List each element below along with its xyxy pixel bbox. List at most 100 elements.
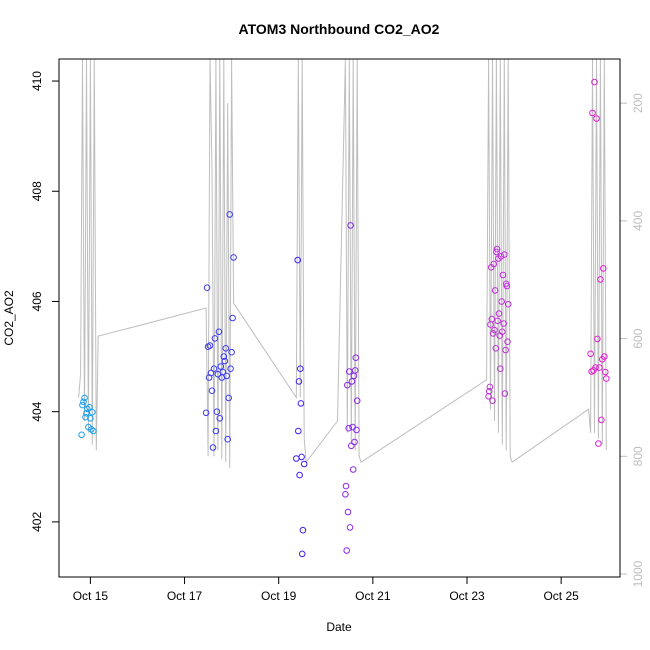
data-point	[203, 284, 211, 292]
data-point	[593, 115, 600, 122]
data-point	[207, 369, 215, 377]
data-point	[489, 397, 496, 405]
y-tick-label: 404	[30, 401, 44, 421]
data-point	[603, 375, 610, 382]
right-tick-label: 200	[631, 93, 645, 113]
data-point	[344, 381, 351, 389]
y-tick-label: 410	[30, 71, 44, 91]
data-point	[497, 365, 504, 373]
data-point	[209, 444, 217, 451]
data-point	[502, 346, 509, 354]
data-point	[348, 442, 355, 450]
data-point	[342, 482, 350, 490]
data-point	[353, 397, 361, 405]
data-point	[300, 460, 308, 468]
data-point	[485, 393, 492, 400]
data-point	[501, 390, 509, 397]
data-point	[297, 365, 304, 373]
data-point	[491, 287, 499, 294]
data-point	[351, 367, 359, 374]
data-point	[351, 438, 358, 446]
data-point	[211, 335, 219, 342]
data-point	[212, 427, 220, 435]
data-point	[213, 408, 221, 416]
plot-box	[58, 58, 621, 578]
data-point	[87, 415, 94, 422]
data-point	[491, 326, 498, 334]
y-tick-label: 408	[30, 181, 44, 201]
y-axis-label: CO2_AO2	[2, 290, 16, 346]
data-point	[490, 260, 498, 268]
data-point	[88, 426, 95, 433]
data-point	[347, 222, 354, 229]
data-point	[78, 431, 85, 439]
x-tick-label: Oct 17	[167, 589, 203, 603]
data-point	[602, 368, 609, 376]
data-point	[499, 271, 507, 279]
data-point	[597, 276, 604, 283]
data-point	[504, 300, 512, 308]
right-tick-label: 1000	[631, 560, 645, 587]
data-point	[298, 453, 305, 461]
x-axis-label: Date	[326, 620, 352, 634]
data-point	[210, 365, 218, 373]
data-point	[79, 401, 86, 409]
data-point	[84, 405, 91, 413]
point-layer	[78, 78, 610, 558]
x-tick-label: Oct 19	[261, 589, 297, 603]
data-point	[348, 378, 356, 385]
data-point	[345, 424, 353, 432]
data-point	[220, 353, 228, 360]
right-tick-label: 600	[631, 328, 645, 348]
data-point	[499, 328, 506, 336]
data-point	[488, 315, 496, 323]
data-point	[80, 398, 87, 406]
data-point	[344, 508, 352, 516]
data-point	[600, 265, 607, 272]
data-point	[596, 364, 603, 371]
line-layer	[78, 58, 607, 469]
y-tick-label: 402	[30, 512, 44, 532]
data-point	[594, 335, 601, 343]
axis-layer: Oct 15 Oct 17 Oct 19 Oct 21 Oct 23 Oct 25 402 4…	[30, 71, 645, 603]
data-point	[221, 357, 229, 365]
data-point	[591, 78, 598, 86]
data-point	[294, 256, 302, 264]
data-point	[89, 408, 96, 416]
data-point	[298, 550, 306, 558]
data-point	[90, 427, 97, 435]
data-point	[601, 353, 608, 360]
data-point	[592, 364, 599, 371]
data-point	[224, 435, 231, 443]
data-point	[493, 248, 500, 256]
data-point	[598, 416, 605, 424]
data-point	[503, 282, 511, 290]
data-point	[81, 394, 88, 402]
data-point	[216, 415, 224, 422]
data-point	[295, 427, 302, 435]
data-point	[489, 330, 497, 337]
data-point	[228, 348, 235, 356]
data-point	[299, 526, 307, 534]
data-point	[296, 471, 303, 479]
right-tick-label: 800	[631, 446, 645, 466]
data-point	[222, 345, 229, 352]
data-point	[352, 354, 360, 362]
data-point	[295, 378, 303, 385]
x-tick-label: Oct 23	[449, 589, 485, 603]
data-point	[589, 109, 596, 117]
data-point	[208, 387, 216, 395]
data-point	[353, 426, 360, 434]
data-point	[595, 440, 602, 447]
data-point	[342, 491, 349, 498]
data-point	[497, 252, 505, 260]
data-point	[225, 394, 232, 402]
data-point	[504, 338, 511, 346]
data-point	[486, 383, 494, 391]
data-point	[500, 320, 507, 327]
right-tick-label: 400	[631, 211, 645, 231]
data-point	[485, 388, 493, 395]
y-tick-label: 406	[30, 291, 44, 311]
